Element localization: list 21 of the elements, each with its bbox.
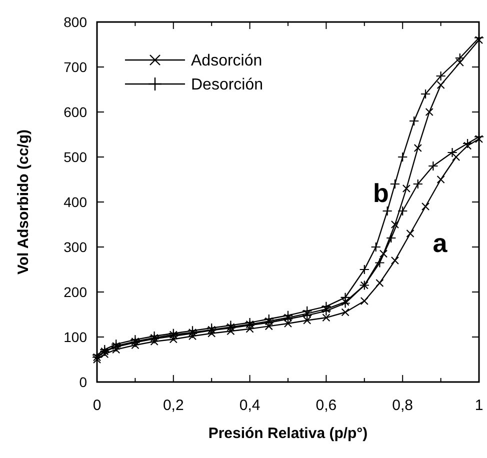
x-axis-title: Presión Relativa (p/p°): [208, 425, 368, 442]
y-tick-label: 100: [64, 328, 88, 345]
y-tick-label: 700: [64, 58, 88, 75]
x-tick-label: 0,4: [239, 397, 260, 414]
x-tick-label: 0: [92, 397, 102, 414]
legend-label: Desorción: [191, 76, 264, 94]
x-tick-label: 0,2: [162, 397, 184, 414]
y-tick-label: 800: [64, 14, 88, 30]
y-tick-label: 400: [64, 194, 88, 210]
y-tick-label: 300: [64, 238, 88, 255]
x-tick-label: 1: [474, 397, 484, 414]
x-tick-label: 0,6: [316, 397, 337, 414]
annotation: b: [373, 178, 389, 208]
annotation: a: [432, 228, 448, 258]
y-tick-label: 200: [64, 284, 88, 300]
x-tick-label: 0,8: [392, 397, 414, 414]
y-tick-label: 0: [79, 374, 88, 390]
y-axis-title: Vol Adsorbido (cc/g): [15, 130, 32, 274]
y-tick-label: 600: [64, 104, 88, 120]
y-tick-label: 500: [64, 148, 88, 165]
legend-label: Adsorción: [191, 52, 262, 70]
